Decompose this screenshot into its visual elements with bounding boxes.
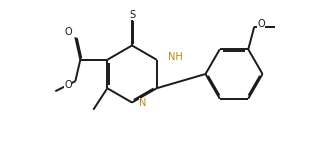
Text: N: N [139, 99, 146, 108]
Text: O: O [64, 27, 72, 37]
Text: O: O [64, 80, 72, 90]
Text: S: S [129, 9, 135, 20]
Text: NH: NH [168, 52, 183, 62]
Text: O: O [257, 19, 265, 29]
